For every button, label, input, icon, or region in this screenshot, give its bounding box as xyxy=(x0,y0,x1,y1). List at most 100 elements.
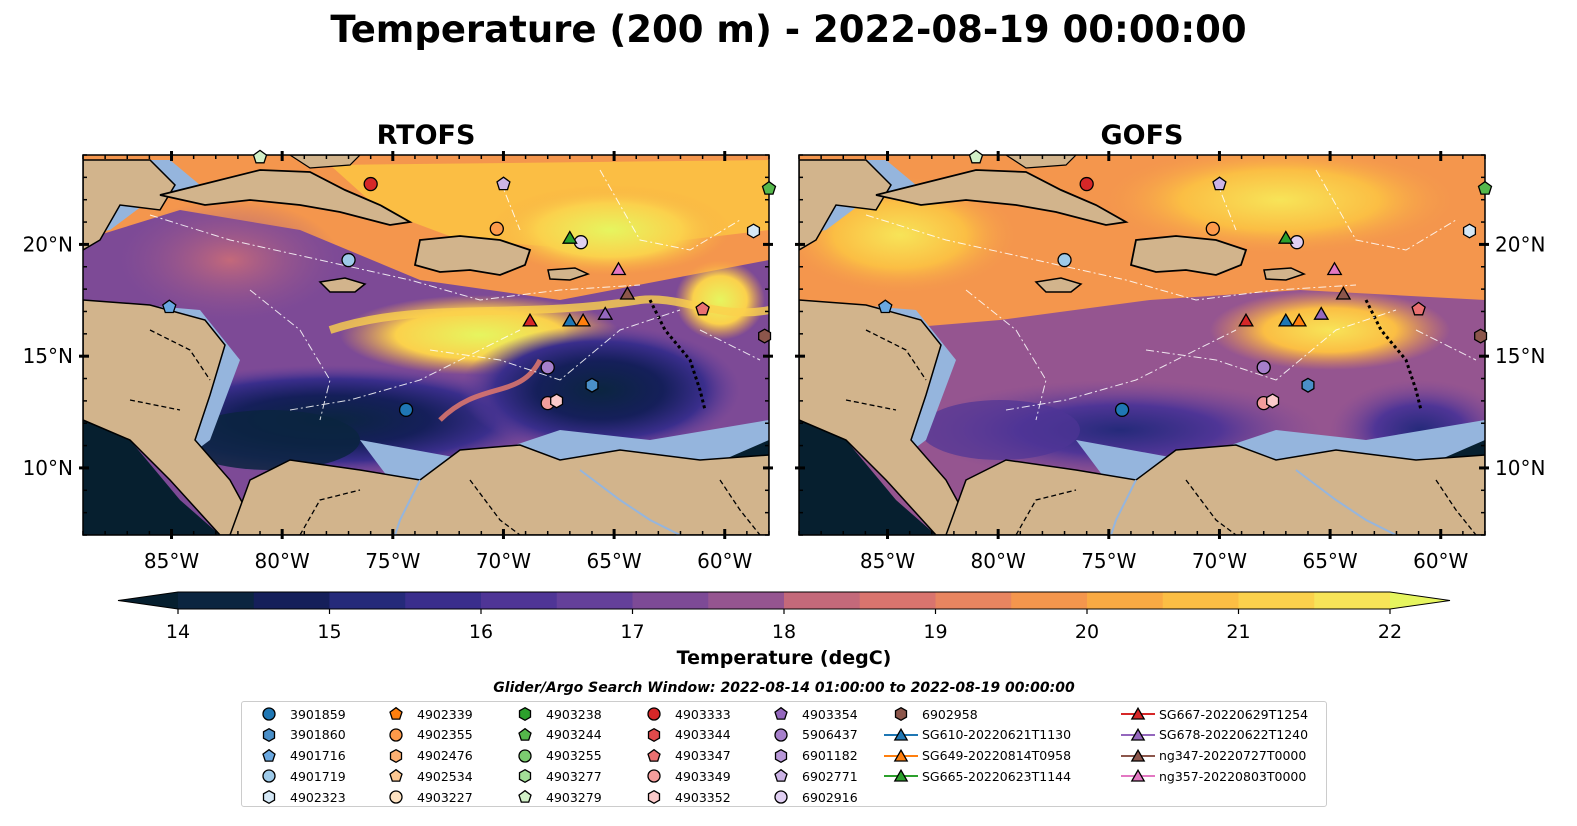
legend-symbol xyxy=(774,769,788,783)
rtofs-marker-4903347 xyxy=(695,301,710,316)
rtofs-land-hispaniola xyxy=(413,235,532,276)
legend-symbol xyxy=(774,706,788,720)
legend-symbol xyxy=(389,748,403,763)
legend: 3901859 3901860 4901716 4901719 4902323 49023… xyxy=(241,701,1327,807)
legend-marker-hexagon xyxy=(262,790,276,805)
legend-marker-circle xyxy=(262,707,276,721)
legend-marker-pentagon xyxy=(389,706,403,720)
rtofs-xtick-label: 60°W xyxy=(697,549,752,573)
gofs-marker-SG610-20220621T1130 xyxy=(1277,312,1294,327)
colorbar-segments xyxy=(117,591,1451,610)
legend-label: SG667-20220629T1254 xyxy=(1159,706,1309,722)
gofs-marker-SG678-20220622T1240 xyxy=(1313,306,1330,320)
legend-symbol xyxy=(262,769,276,784)
legend-item: 4903349 xyxy=(635,767,731,785)
rtofs-marker-ng347-20220727T0000 xyxy=(619,285,636,300)
legend-item: 4903354 xyxy=(762,705,858,723)
legend-marker-circle xyxy=(518,748,532,763)
legend-symbol xyxy=(518,706,532,722)
legend-symbol xyxy=(389,728,403,742)
rtofs-warm-eddy xyxy=(675,260,765,340)
colorbar-bin xyxy=(1087,592,1164,609)
legend-symbol xyxy=(389,790,403,804)
legend-symbol xyxy=(518,790,532,803)
legend-marker-pentagon xyxy=(518,790,532,803)
gofs-marker-4903347 xyxy=(1411,301,1426,316)
colorbar-bin xyxy=(708,592,785,609)
gofs-marker-ng357-20220803T0000 xyxy=(1326,261,1343,276)
gofs-marker-4903244 xyxy=(1477,180,1493,195)
rtofs-title: RTOFS xyxy=(377,120,476,151)
legend-marker-hexagon xyxy=(774,748,788,763)
legend-label: 4903344 xyxy=(675,727,731,743)
legend-symbol xyxy=(389,706,403,720)
gofs-ytick-label: 10°N xyxy=(1495,456,1545,480)
colorbar-extend-low xyxy=(118,592,178,609)
legend-marker-triangle xyxy=(884,748,918,762)
legend-item: 4903333 xyxy=(635,705,731,723)
legend-item: 4903244 xyxy=(506,726,602,744)
legend-symbol xyxy=(647,707,661,721)
gofs-ytick-label: 20°N xyxy=(1495,232,1545,256)
colorbar-bin xyxy=(405,592,482,609)
gofs-marker-3901860 xyxy=(1301,377,1315,393)
legend-marker-triangle xyxy=(884,727,918,741)
legend-item: 6901182 xyxy=(762,747,858,765)
legend-label: 4903354 xyxy=(802,706,858,722)
rtofs-marker-4902323 xyxy=(746,223,761,239)
legend-label: SG665-20220623T1144 xyxy=(922,768,1072,784)
rtofs-land-florida xyxy=(288,155,361,169)
rtofs-marker-5906437 xyxy=(540,360,555,375)
rtofs-land-jamaica xyxy=(318,277,367,293)
rtofs-marker-6902958 xyxy=(758,328,772,344)
gofs-marker-4903279 xyxy=(968,149,984,164)
colorbar-tick-label: 16 xyxy=(469,621,493,643)
gofs-marker-4902323 xyxy=(1462,223,1477,239)
legend-label: 4903333 xyxy=(675,706,731,722)
legend-item: SG610-20220621T1130 xyxy=(882,726,1071,744)
rtofs-land-puerto-rico xyxy=(547,267,591,281)
rtofs-xtick-label: 85°W xyxy=(144,549,199,573)
colorbar-bin xyxy=(556,592,633,609)
colorbar-bin xyxy=(1011,592,1088,609)
rtofs-cold-venezuela xyxy=(460,325,740,455)
legend-symbol xyxy=(518,727,532,741)
legend-marker-pentagon xyxy=(518,727,532,741)
legend-label: 4902339 xyxy=(417,706,473,722)
legend-item: 4903347 xyxy=(635,747,731,765)
rtofs-marker-SG649-20220814T0958 xyxy=(575,312,592,327)
legend-symbol xyxy=(894,706,908,722)
legend-symbol xyxy=(518,748,532,763)
legend-label: 4903227 xyxy=(417,789,473,805)
legend-marker-hexagon xyxy=(647,790,661,805)
colorbar-tick-label: 15 xyxy=(317,621,341,643)
gofs-xtick-label: 65°W xyxy=(1302,549,1357,573)
legend-label: 3901859 xyxy=(290,706,346,722)
gofs-xtick-label: 80°W xyxy=(971,549,1026,573)
legend-label: SG678-20220622T1240 xyxy=(1159,727,1309,743)
rtofs-xtick-label: 65°W xyxy=(586,549,641,573)
rtofs-river xyxy=(579,469,681,535)
gofs-xtick-label: 60°W xyxy=(1413,549,1468,573)
rtofs-pacific xyxy=(83,420,220,535)
colorbar-bin xyxy=(784,592,861,609)
legend-marker-triangle xyxy=(1121,748,1155,762)
figure-title: Temperature (200 m) - 2022-08-19 00:00:0… xyxy=(330,8,1247,51)
gofs-warm-atlantic xyxy=(1100,155,1460,255)
colorbar-label: Temperature (degC) xyxy=(677,647,892,669)
legend-marker-triangle xyxy=(1121,727,1155,741)
legend-item: 5906437 xyxy=(762,726,858,744)
gofs-frame xyxy=(798,154,1486,536)
rtofs-panel: RTOFS xyxy=(23,120,777,573)
legend-item: 4902355 xyxy=(377,726,473,744)
search-window-title: Glider/Argo Search Window: 2022-08-14 01… xyxy=(493,680,1075,696)
legend-label: SG610-20220621T1130 xyxy=(922,727,1072,743)
legend-item: 6902958 xyxy=(882,705,978,723)
legend-label: 4903279 xyxy=(546,789,602,805)
colorbar-bin xyxy=(1238,592,1315,609)
legend-item: 4903352 xyxy=(635,788,731,806)
legend-label: 3901860 xyxy=(290,727,346,743)
rtofs-map xyxy=(83,155,769,535)
legend-item: 6902916 xyxy=(762,788,858,806)
legend-marker-circle xyxy=(262,769,276,784)
